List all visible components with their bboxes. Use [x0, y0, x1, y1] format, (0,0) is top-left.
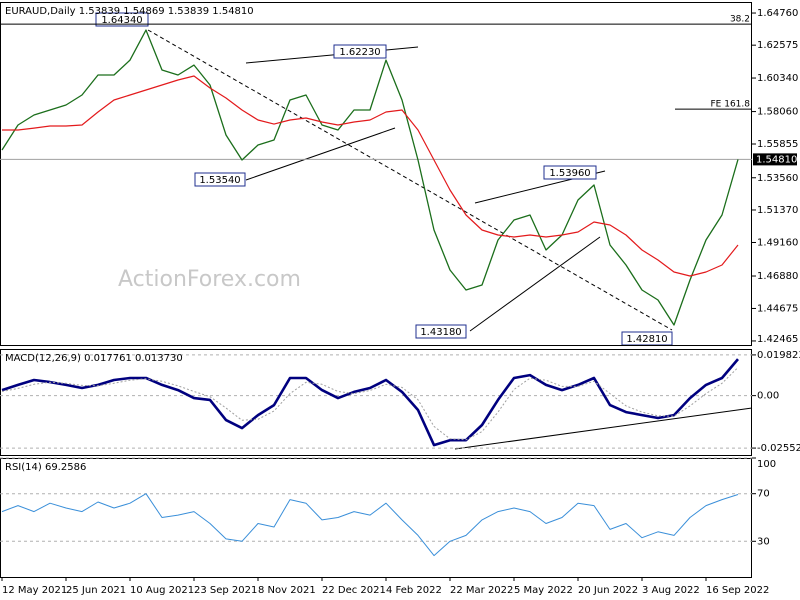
y-tick-label: 1.46880 — [757, 271, 798, 282]
x-tick-label: 16 Sep 2022 — [706, 585, 769, 596]
annotation-box — [95, 12, 149, 27]
annotation: 1.53540 — [199, 175, 240, 186]
y-tick-label: 100 — [757, 459, 776, 470]
x-tick-label: 8 Nov 2021 — [258, 585, 316, 596]
annotation-box — [194, 172, 246, 187]
x-tick-label: 22 Mar 2022 — [450, 585, 513, 596]
annotations: 1.64340 1.62230 1.53540 1.53960 1.43180 … — [95, 12, 673, 346]
panel-frame — [0, 349, 752, 456]
annotation: 1.53960 — [549, 168, 590, 179]
x-tick-label: 20 Jun 2022 — [578, 585, 638, 596]
annotation: 1.43180 — [420, 327, 461, 338]
y-tick-label: 1.58060 — [757, 107, 798, 118]
y-tick-label: 1.64760 — [757, 8, 798, 19]
trendline — [245, 127, 396, 181]
trendlines — [147, 29, 753, 450]
y-tick-label: 1.60340 — [757, 73, 798, 84]
series-line — [1, 358, 739, 447]
annotation: 1.62230 — [339, 47, 380, 58]
series-line — [1, 493, 739, 557]
series-line — [1, 367, 739, 441]
panel-title: MACD(12,26,9) 0.017761 0.013730 — [5, 353, 183, 364]
y-tick-label: 1.55855 — [757, 139, 798, 150]
series-line — [2, 75, 739, 277]
y-tick-label: 1.62575 — [757, 40, 798, 51]
annotation-box — [543, 165, 597, 180]
y-tick-label: 0.00 — [757, 391, 779, 402]
x-tick-label: 25 Jun 2021 — [66, 585, 126, 596]
panel-frame — [0, 458, 752, 578]
y-tick-label: 70 — [757, 489, 770, 500]
watermark: ActionForex.com — [118, 267, 301, 292]
x-tick-label: 3 Aug 2022 — [642, 585, 700, 596]
trendline — [469, 236, 601, 332]
annotation-box — [333, 44, 387, 59]
series-line — [1, 29, 739, 326]
level-label: FE 161.8 — [711, 100, 751, 110]
y-tick-label: 1.44675 — [757, 303, 798, 314]
annotation: 1.42810 — [626, 334, 667, 345]
trendline — [245, 46, 419, 64]
x-tick-label: 23 Sep 2021 — [194, 585, 257, 596]
x-tick-label: 5 May 2022 — [514, 585, 573, 596]
y-tick-label: 30 — [757, 536, 770, 547]
x-tick-label: 4 Feb 2022 — [386, 585, 442, 596]
x-tick-label: 12 May 2021 — [2, 585, 67, 596]
y-tick-label: 0.019823 — [757, 350, 800, 361]
y-tick-label: 1.53560 — [757, 173, 798, 184]
panel-title: RSI(14) 69.2586 — [5, 462, 86, 473]
y-tick-label: 1.42465 — [757, 334, 798, 345]
level-label: 38.2 — [730, 15, 750, 25]
panel-frame — [0, 2, 752, 346]
x-tick-label: 22 Dec 2021 — [322, 585, 386, 596]
last-price-box — [753, 153, 797, 166]
panel-title: EURAUD,Daily 1.53839 1.54869 1.53839 1.5… — [5, 6, 254, 17]
last-price-label: 1.54810 — [756, 154, 797, 165]
trendline — [454, 407, 753, 450]
y-tick-label: -0.025529 — [757, 443, 800, 454]
annotation: 1.64340 — [101, 15, 142, 26]
x-tick-label: 10 Aug 2021 — [130, 585, 194, 596]
trendline — [147, 29, 673, 331]
annotation-box — [415, 324, 467, 339]
y-tick-label: 1.49160 — [757, 237, 798, 248]
y-tick-label: 1.51370 — [757, 205, 798, 216]
